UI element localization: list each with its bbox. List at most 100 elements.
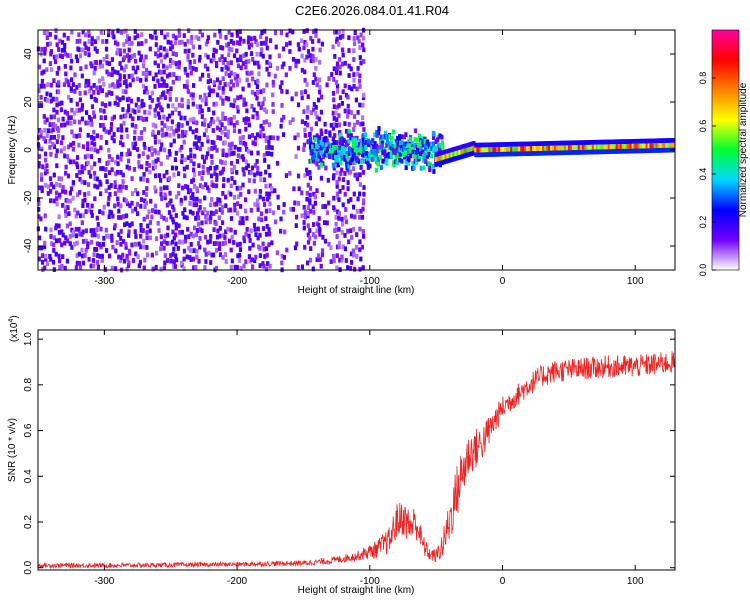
heatmap-cell (659, 143, 663, 148)
heatmap-cell (268, 54, 272, 60)
heatmap-cell (247, 189, 251, 195)
heatmap-cell (108, 253, 112, 259)
heatmap-cell (402, 141, 406, 147)
heatmap-cell (169, 58, 173, 63)
heatmap-cell (359, 208, 363, 214)
heatmap-cell (113, 100, 117, 106)
heatmap-cell (171, 239, 175, 245)
heatmap-cell (306, 182, 310, 188)
heatmap-cell (105, 60, 109, 66)
heatmap-cell (90, 232, 94, 238)
heatmap-cell (400, 134, 404, 140)
heatmap-cell (110, 167, 114, 173)
colorbar-tick-label: 0.2 (698, 216, 708, 229)
heatmap-cell (263, 254, 267, 259)
heatmap-cell (150, 145, 154, 151)
heatmap-cell (305, 260, 310, 266)
heatmap-cell (163, 185, 167, 191)
heatmap-cell (100, 63, 105, 69)
heatmap-cell (169, 253, 173, 258)
heatmap-cell (87, 32, 91, 38)
heatmap-cell (238, 29, 242, 34)
heatmap-cell (130, 176, 134, 181)
heatmap-cell (311, 204, 315, 210)
heatmap-cell (180, 103, 184, 109)
heatmap-cell (200, 32, 204, 38)
heatmap-cell (191, 256, 195, 262)
heatmap-cell (174, 232, 178, 238)
heatmap-cell (250, 257, 254, 263)
heatmap-cell (337, 122, 342, 128)
heatmap-cell (245, 215, 249, 221)
heatmap-cell (320, 248, 325, 254)
heatmap-cell (174, 225, 178, 231)
heatmap-cell (174, 194, 179, 200)
heatmap-cell (544, 150, 548, 156)
heatmap-cell (331, 136, 335, 142)
heatmap-cell (300, 67, 304, 73)
heatmap-cell (669, 138, 673, 143)
heatmap-cell (635, 148, 639, 154)
heatmap-cell (59, 122, 64, 128)
heatmap-cell (250, 133, 255, 138)
heatmap-cell (251, 76, 255, 82)
heatmap-cell (92, 113, 97, 119)
heatmap-cell (362, 191, 366, 197)
heatmap-cell (110, 116, 114, 122)
heatmap-cell (61, 185, 65, 190)
heatmap-cell (81, 239, 86, 244)
heatmap-cell (340, 216, 344, 222)
heatmap-cell (122, 74, 127, 79)
heatmap-cell (80, 220, 84, 226)
heatmap-cell (317, 38, 321, 44)
heatmap-cell (140, 98, 144, 104)
heatmap-cell (264, 109, 268, 115)
heatmap-cell (314, 104, 318, 110)
heatmap-cell (134, 69, 138, 75)
heatmap-cell (186, 226, 190, 232)
heatmap-cell (308, 144, 313, 150)
heatmap-cell (40, 146, 44, 152)
heatmap-cell (244, 116, 248, 122)
heatmap-cell (136, 33, 140, 39)
heatmap-cell (625, 139, 629, 144)
heatmap-cell (239, 204, 243, 209)
heatmap-cell (376, 145, 380, 151)
heatmap-cell (349, 110, 353, 115)
heatmap-cell (198, 227, 202, 232)
heatmap-cell (490, 152, 494, 157)
heatmap-cell (107, 147, 111, 153)
heatmap-cell (191, 66, 195, 71)
heatmap-cell (241, 86, 245, 92)
heatmap-cell (342, 138, 346, 143)
heatmap-cell (154, 72, 158, 78)
heatmap-cell (127, 57, 131, 63)
heatmap-cell (324, 129, 328, 134)
heatmap-cell (335, 123, 339, 128)
heatmap-cell (110, 238, 114, 243)
heatmap-cell (350, 235, 354, 240)
heatmap-cell (168, 91, 172, 97)
heatmap-cell (57, 128, 61, 133)
heatmap-cell (220, 66, 224, 72)
heatmap-cell (55, 102, 59, 108)
heatmap-cell (73, 119, 77, 125)
heatmap-cell (379, 139, 383, 145)
heatmap-cell (478, 147, 482, 153)
heatmap-cell (232, 103, 236, 108)
heatmap-cell (93, 147, 97, 153)
heatmap-cell (244, 120, 248, 125)
heatmap-cell (105, 69, 109, 75)
heatmap-cell (200, 97, 204, 103)
heatmap-cell (464, 148, 468, 153)
heatmap-cell (218, 28, 222, 34)
heatmap-cell (577, 149, 581, 155)
heatmap-cell (428, 167, 432, 173)
heatmap-cell (255, 84, 259, 89)
heatmap-cell (188, 255, 192, 260)
heatmap-cell (83, 154, 87, 160)
heatmap-cell (78, 177, 82, 182)
heatmap-cell (311, 155, 315, 160)
